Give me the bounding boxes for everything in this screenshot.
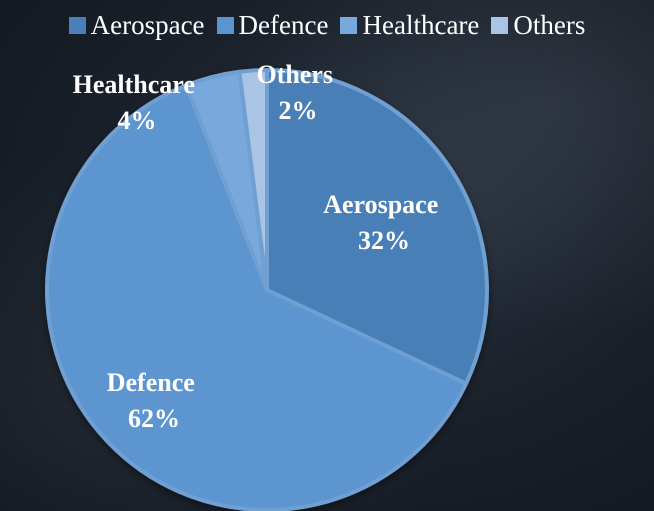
slice-label-others: Others 2% <box>256 60 339 125</box>
legend-label-others: Others <box>513 9 586 40</box>
slice-label-defence: Defence 62% <box>107 368 202 433</box>
legend-item-others: Others <box>491 10 585 41</box>
legend-item-healthcare: Healthcare <box>340 10 479 41</box>
legend-swatch-healthcare <box>340 16 358 34</box>
legend-label-aerospace: Aerospace <box>90 9 205 40</box>
legend-item-aerospace: Aerospace <box>68 9 205 41</box>
legend-swatch-others <box>491 16 509 34</box>
slice-label-healthcare: Healthcare 4% <box>73 70 202 135</box>
legend-label-healthcare: Healthcare <box>362 9 480 40</box>
pie-slice-aerospace <box>265 68 489 386</box>
pie-slice-defence <box>45 83 469 511</box>
legend-label-defence: Defence <box>238 9 329 40</box>
legend: Aerospace Defence Healthcare Others <box>0 8 654 42</box>
slice-label-aerospace: Aerospace 32% <box>323 190 445 255</box>
legend-swatch-aerospace <box>68 16 86 34</box>
legend-item-defence: Defence <box>216 9 329 41</box>
pie-slice-others <box>237 68 269 292</box>
legend-swatch-defence <box>216 16 234 34</box>
